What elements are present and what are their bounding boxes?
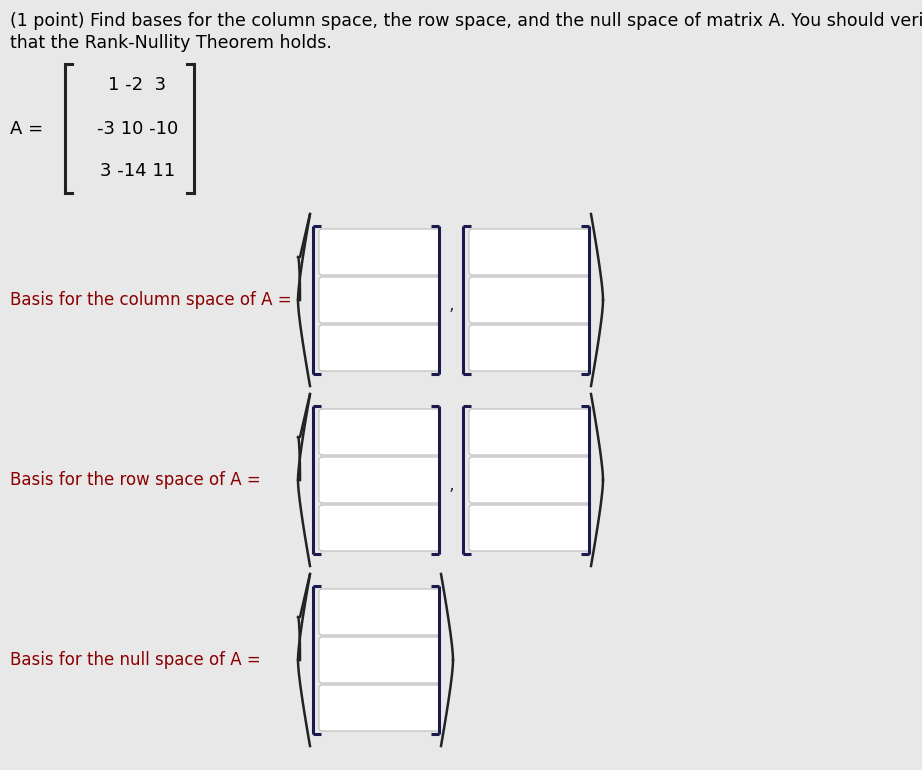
FancyBboxPatch shape: [319, 409, 440, 455]
Text: Basis for the row space of A =: Basis for the row space of A =: [10, 471, 266, 489]
FancyBboxPatch shape: [469, 457, 590, 503]
Text: ,: ,: [448, 296, 454, 314]
Text: ,: ,: [448, 476, 454, 494]
Text: (1 point) Find bases for the column space, the row space, and the null space of : (1 point) Find bases for the column spac…: [10, 12, 922, 30]
Text: 3 -14 11: 3 -14 11: [100, 162, 175, 180]
FancyBboxPatch shape: [319, 589, 440, 635]
FancyBboxPatch shape: [469, 505, 590, 551]
Text: Basis for the null space of A =: Basis for the null space of A =: [10, 651, 266, 669]
FancyBboxPatch shape: [319, 505, 440, 551]
FancyBboxPatch shape: [469, 325, 590, 371]
FancyBboxPatch shape: [319, 457, 440, 503]
FancyBboxPatch shape: [469, 409, 590, 455]
FancyBboxPatch shape: [319, 325, 440, 371]
FancyBboxPatch shape: [319, 685, 440, 731]
FancyBboxPatch shape: [469, 229, 590, 275]
FancyBboxPatch shape: [319, 229, 440, 275]
Text: Basis for the column space of A =: Basis for the column space of A =: [10, 291, 297, 309]
FancyBboxPatch shape: [319, 277, 440, 323]
Text: that the Rank-Nullity Theorem holds.: that the Rank-Nullity Theorem holds.: [10, 34, 332, 52]
Text: 1 -2  3: 1 -2 3: [109, 76, 167, 95]
FancyBboxPatch shape: [469, 277, 590, 323]
Text: A =: A =: [10, 119, 49, 138]
Text: -3 10 -10: -3 10 -10: [97, 119, 178, 138]
FancyBboxPatch shape: [319, 637, 440, 683]
